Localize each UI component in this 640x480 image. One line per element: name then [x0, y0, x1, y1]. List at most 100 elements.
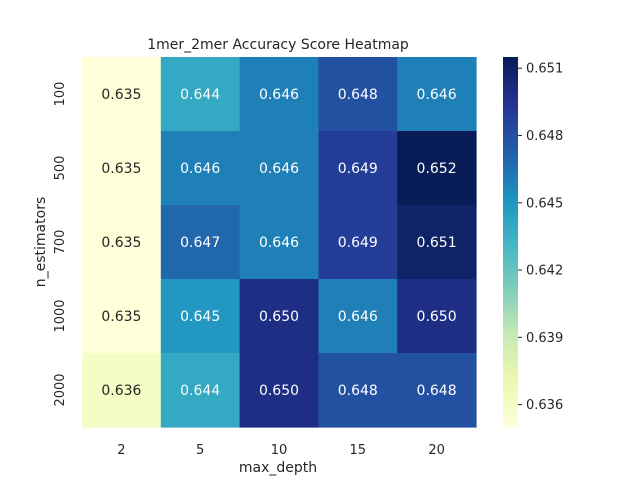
colorbar-segment — [503, 309, 518, 314]
colorbar-segment — [503, 405, 518, 410]
colorbar-segment — [503, 334, 518, 339]
cell-value-label: 0.646 — [417, 87, 457, 103]
colorbar-segment — [503, 226, 518, 231]
x-tick-label: 15 — [350, 443, 367, 458]
colorbar-segment — [503, 195, 518, 200]
colorbar-segment — [503, 164, 518, 169]
cell-value-label: 0.650 — [417, 309, 457, 325]
cell-value-label: 0.650 — [259, 309, 299, 325]
colorbar-segment — [503, 235, 518, 240]
colorbar-segment — [503, 201, 518, 206]
heatmap-cell-500-2 — [82, 131, 162, 206]
colorbar-segment — [503, 149, 518, 154]
colorbar-segment — [503, 189, 518, 194]
cell-value-label: 0.644 — [180, 383, 220, 399]
colorbar-segment — [503, 371, 518, 376]
colorbar-tick-label: 0.642 — [526, 264, 563, 279]
heatmap-cell-2000-15 — [318, 353, 398, 428]
colorbar-segment — [503, 353, 518, 357]
colorbar-segment — [503, 220, 518, 225]
colorbar-segment — [503, 420, 518, 425]
colorbar-segment — [503, 131, 518, 135]
colorbar-segment — [503, 414, 518, 419]
colorbar-segment — [503, 192, 518, 197]
colorbar-segment — [503, 118, 518, 123]
cell-value-label: 0.646 — [259, 87, 299, 103]
cell-value-label: 0.636 — [101, 383, 141, 399]
colorbar-segment — [503, 328, 518, 333]
x-tick-label: 5 — [196, 443, 204, 458]
colorbar-segment — [503, 300, 518, 305]
colorbar-segment — [503, 303, 518, 308]
colorbar-segment — [503, 417, 518, 422]
colorbar-segment — [503, 325, 518, 329]
cell-value-label: 0.649 — [338, 235, 378, 251]
y-tick-label: 500 — [53, 156, 68, 181]
heatmap-cell-100-2 — [82, 57, 162, 132]
heatmap-cell-700-5 — [160, 205, 241, 280]
colorbar-segment — [503, 214, 518, 218]
y-tick-label: 1000 — [53, 299, 68, 332]
colorbar-segment — [503, 402, 518, 407]
colorbar-segment — [503, 257, 518, 262]
colorbar-segment — [503, 386, 518, 391]
colorbar-segment — [503, 423, 518, 428]
colorbar-segment — [503, 174, 518, 178]
colorbar-segment — [503, 205, 518, 209]
colorbar-segment — [503, 97, 518, 101]
colorbar-segment — [503, 180, 518, 185]
cell-value-label: 0.646 — [338, 309, 378, 325]
colorbar-segment — [503, 109, 518, 114]
colorbar-segment — [503, 322, 518, 326]
heatmap-cell-2000-20 — [397, 353, 477, 428]
cell-value-label: 0.651 — [417, 235, 457, 251]
colorbar-segment — [503, 377, 518, 382]
y-tick-label: 100 — [53, 82, 68, 107]
colorbar-segment — [503, 137, 518, 141]
colorbar-segment — [503, 223, 518, 228]
colorbar-segment — [503, 155, 518, 160]
heatmap-cell-1000-20 — [397, 279, 477, 354]
cell-value-label: 0.646 — [259, 235, 299, 251]
colorbar-segment — [503, 208, 518, 212]
cell-value-label: 0.647 — [180, 235, 220, 251]
colorbar-segment — [503, 254, 518, 259]
cell-value-label: 0.649 — [338, 161, 378, 177]
colorbar-segment — [503, 127, 518, 132]
colorbar-segment — [503, 84, 518, 89]
heatmap-cell-1000-5 — [160, 279, 241, 354]
colorbar-segment — [503, 229, 518, 234]
cell-value-label: 0.644 — [180, 87, 220, 103]
heatmap-cell-500-15 — [318, 131, 398, 206]
colorbar-segment — [503, 103, 518, 107]
colorbar-segment — [503, 78, 518, 83]
colorbar-segment — [503, 198, 518, 203]
colorbar-tick-label: 0.648 — [526, 129, 563, 144]
heatmap-cell-100-5 — [160, 57, 241, 132]
colorbar-segment — [503, 285, 518, 289]
colorbar-segment — [503, 349, 518, 354]
colorbar-segment — [503, 312, 518, 317]
cell-value-label: 0.648 — [338, 383, 378, 399]
colorbar-tick-label: 0.645 — [526, 196, 563, 211]
cell-value-label: 0.635 — [101, 309, 141, 325]
colorbar-segment — [503, 279, 518, 283]
colorbar-segment — [503, 356, 518, 360]
heatmap-cell-2000-5 — [160, 353, 241, 428]
colorbar-segment — [503, 319, 518, 323]
colorbar-segment — [503, 291, 518, 296]
colorbar-segment — [503, 183, 518, 188]
colorbar-segment — [503, 81, 518, 86]
colorbar-segment — [503, 272, 518, 277]
y-axis-label: n_estimators — [33, 197, 49, 287]
colorbar-segment — [503, 217, 518, 222]
colorbar-segment — [503, 294, 518, 299]
colorbar-segment — [503, 346, 518, 351]
colorbar-segment — [503, 72, 518, 77]
colorbar-segment — [503, 66, 518, 70]
colorbar-segment — [503, 186, 518, 191]
heatmap-cell-500-20 — [397, 131, 477, 206]
colorbar-segment — [503, 411, 518, 416]
x-tick-label: 2 — [117, 443, 125, 458]
colorbar-segment — [503, 124, 518, 129]
